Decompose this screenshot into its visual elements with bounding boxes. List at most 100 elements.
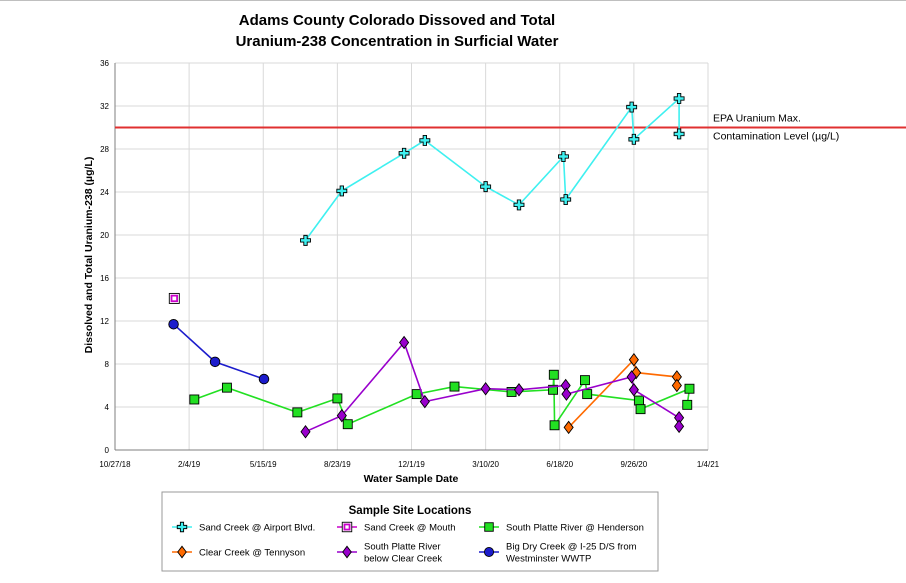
series-line — [194, 374, 691, 428]
data-point — [561, 387, 572, 401]
legend-marker — [484, 522, 494, 532]
reference-line-group: EPA Uranium Max. Contamination Level (µg/… — [115, 113, 906, 143]
x-tick-label: 6/18/20 — [546, 460, 573, 469]
data-point — [300, 424, 311, 439]
x-tick-label: 12/1/19 — [398, 460, 425, 469]
data-point — [513, 383, 525, 397]
data-point — [342, 419, 353, 430]
series-3 — [563, 352, 682, 435]
y-tick-label: 4 — [105, 403, 110, 412]
legend-label: South Platte River @ Henderson — [506, 523, 644, 534]
epa-limit-label: Contamination Level (µg/L) — [713, 131, 839, 143]
data-point — [560, 194, 572, 205]
y-tick-label: 16 — [100, 274, 109, 283]
data-point — [635, 404, 646, 415]
legend-label: South Platte River — [364, 542, 441, 553]
series-line — [305, 340, 680, 433]
x-tick-label: 9/26/20 — [621, 460, 648, 469]
data-point — [582, 389, 593, 400]
legend-marker — [341, 521, 353, 533]
data-point — [626, 370, 637, 384]
legend-marker — [177, 545, 187, 559]
data-point — [189, 394, 200, 405]
x-tick-label: 8/23/19 — [324, 460, 351, 469]
data-point — [419, 394, 430, 409]
axes: 0 4 8 12 16 20 24 28 32 36 10/27/18 2/4/19 5/15/19 8/… — [99, 59, 719, 469]
y-tick-label: 32 — [100, 102, 109, 111]
y-tick-label: 0 — [105, 446, 110, 455]
epa-limit-label: EPA Uranium Max. — [713, 113, 801, 125]
data-point — [549, 420, 560, 431]
y-tick-label: 8 — [105, 360, 110, 369]
data-point — [548, 384, 559, 395]
y-tick-label: 12 — [100, 317, 109, 326]
legend-box — [161, 491, 659, 572]
series-2 — [189, 369, 695, 431]
window-top-border — [0, 0, 906, 1]
data-point — [168, 292, 180, 304]
data-point — [628, 383, 639, 397]
data-point — [449, 381, 460, 392]
data-point — [398, 147, 410, 159]
data-point — [626, 101, 638, 113]
data-point — [168, 318, 179, 330]
data-point — [628, 133, 640, 145]
series-line — [173, 323, 265, 380]
series-1 — [168, 292, 180, 304]
data-point — [558, 151, 569, 162]
legend-label: Big Dry Creek @ I-25 D/S from — [506, 542, 637, 553]
legend-marker — [176, 521, 188, 533]
data-point — [336, 408, 347, 423]
data-point — [336, 185, 348, 197]
data-point — [513, 199, 525, 211]
y-tick-label: 24 — [100, 188, 109, 197]
data-point — [480, 181, 492, 193]
chart-title-line-2: Uranium-238 Concentration in Surficial W… — [236, 33, 559, 50]
legend-marker — [483, 546, 495, 558]
data-point — [221, 382, 232, 393]
legend: Sample Site Locations Sand Creek @ Airpo… — [161, 491, 659, 572]
data-point — [419, 134, 431, 146]
data-point — [673, 128, 685, 140]
series-0 — [300, 93, 685, 246]
data-point — [480, 381, 491, 396]
data-point — [671, 378, 682, 393]
data-point — [682, 399, 693, 410]
legend-item: Sand Creek @ Airport Blvd. — [172, 521, 315, 534]
data-point — [300, 234, 311, 246]
legend-item: Big Dry Creek @ I-25 D/S fromWestminster… — [479, 542, 637, 565]
grid — [114, 62, 709, 451]
data-point — [580, 375, 590, 386]
legend-marker — [342, 545, 352, 559]
series-4 — [300, 335, 685, 439]
legend-label: Westminster WWTP — [506, 554, 591, 565]
y-tick-label: 28 — [100, 145, 109, 154]
x-tick-label: 1/4/21 — [697, 460, 720, 469]
data-point — [563, 420, 574, 435]
data-point — [292, 407, 303, 418]
series-line — [304, 96, 680, 241]
chart-title-line-1: Adams County Colorado Dissoved and Total — [239, 12, 555, 29]
series-5 — [168, 318, 270, 385]
data-point — [399, 335, 410, 350]
legend-label: Sand Creek @ Airport Blvd. — [199, 523, 315, 534]
data-point — [332, 393, 343, 404]
data-point — [684, 383, 695, 394]
data-point — [411, 389, 422, 400]
y-tick-label: 36 — [100, 59, 109, 68]
data-point — [673, 93, 685, 104]
data-point — [634, 395, 645, 406]
legend-item: South Platte River @ Henderson — [479, 522, 644, 534]
data-point — [258, 373, 270, 385]
legend-item: Sand Creek @ Mouth — [337, 521, 456, 534]
series-group — [168, 93, 695, 439]
data-point — [628, 352, 639, 367]
data-point — [548, 369, 559, 380]
x-axis-label: Water Sample Date — [364, 473, 459, 485]
legend-title: Sample Site Locations — [349, 505, 472, 517]
legend-label: below Clear Creek — [364, 554, 442, 565]
legend-item: Clear Creek @ Tennyson — [172, 545, 305, 559]
legend-label: Clear Creek @ Tennyson — [199, 548, 305, 559]
